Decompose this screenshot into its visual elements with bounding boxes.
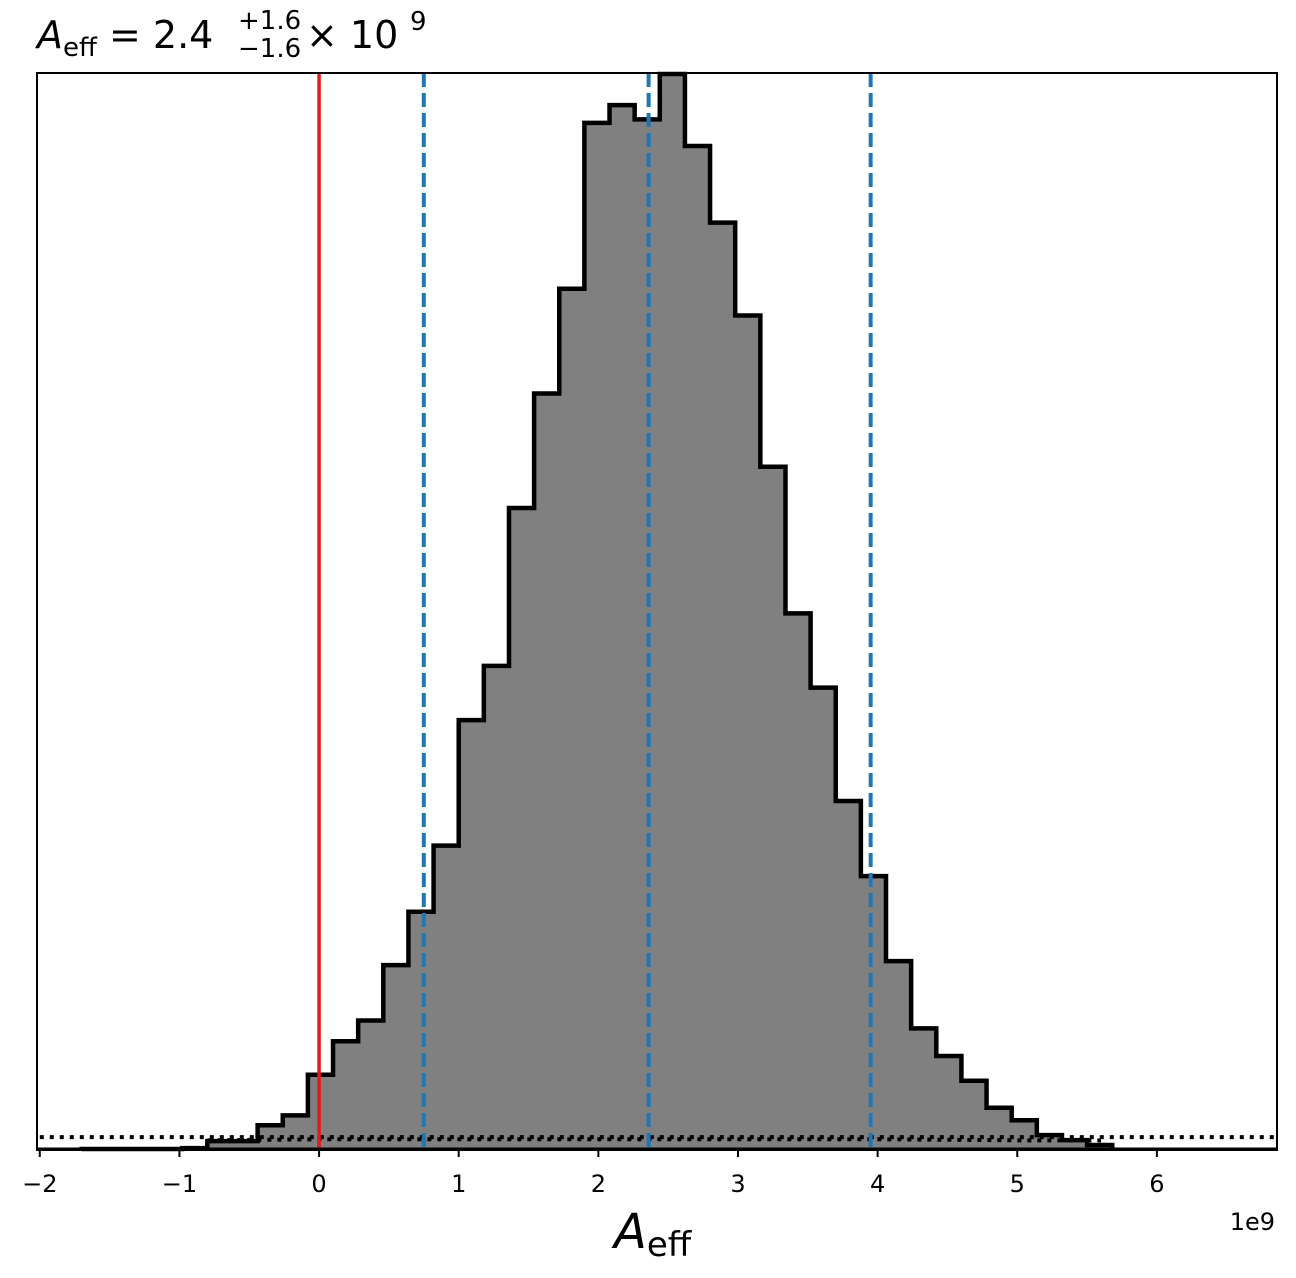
x-tick-label: 4: [870, 1170, 885, 1198]
x-tick-label: 6: [1149, 1170, 1164, 1198]
x-axis-label: Aeff: [611, 1204, 693, 1265]
axes-frame: [36, 72, 1278, 1151]
x-tick-label: 1: [451, 1170, 466, 1198]
plot-area: [37, 71, 1277, 1152]
x-axis-offset-text: 1e9: [1230, 1208, 1275, 1236]
chart-title: Aeff = 2.4: [34, 13, 213, 63]
x-tick-label: 3: [730, 1170, 745, 1198]
title-subscript: eff: [63, 33, 98, 63]
title-exponent: 9: [410, 7, 427, 37]
x-tick-label: 5: [1010, 1170, 1025, 1198]
title-lower-error: −1.6: [238, 34, 301, 64]
histogram-outline: [79, 71, 1115, 1152]
dotted-curves: [39, 1135, 1277, 1143]
x-tick-label: −1: [162, 1170, 197, 1198]
x-axis-ticks: −2 −1 0 1 2 3 4 5 6: [22, 1150, 1165, 1198]
x-tick-label: 2: [591, 1170, 606, 1198]
x-tick-label: 0: [311, 1170, 326, 1198]
title-equals: = 2.4: [97, 13, 213, 57]
title-upper-error: +1.6: [238, 6, 301, 36]
x-tick-label: −2: [22, 1170, 57, 1198]
dotted-curve-1: [207, 1137, 1102, 1143]
title-symbol: A: [34, 13, 63, 57]
reference-lines: [317, 73, 873, 1150]
title-times: × 10: [306, 13, 398, 57]
histogram-fill: [81, 74, 1113, 1150]
